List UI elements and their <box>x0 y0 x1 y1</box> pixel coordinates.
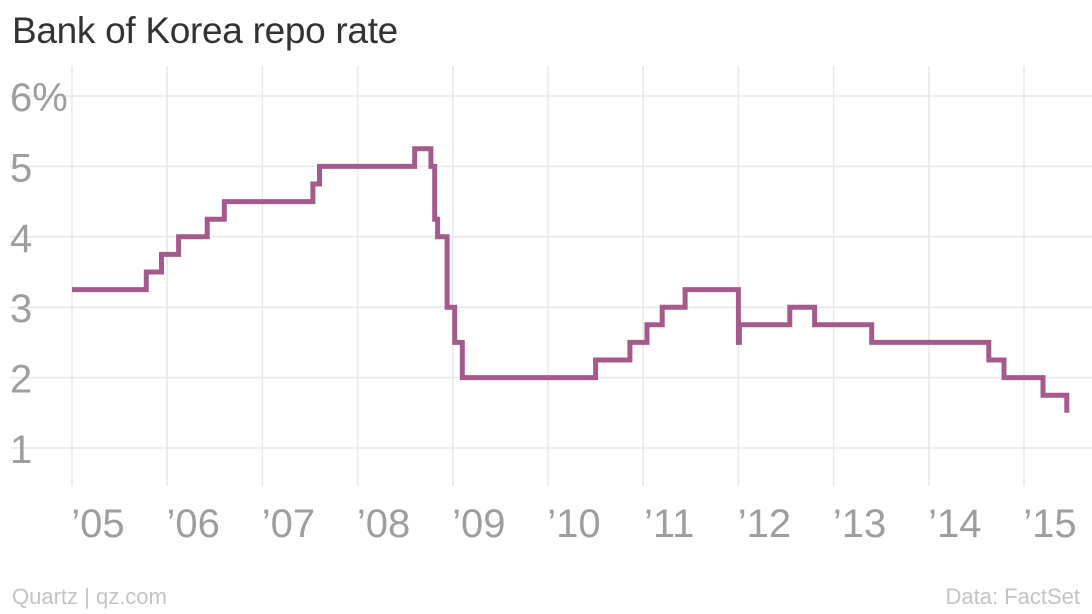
x-tick-label: ’12 <box>738 502 791 546</box>
data-source: Data: FactSet <box>945 584 1080 609</box>
y-tick-label: 4 <box>10 217 32 261</box>
x-tick-label: ’11 <box>644 502 694 546</box>
x-tick-label: ’15 <box>1023 502 1076 546</box>
series-layer <box>72 146 1070 413</box>
x-tick-label: ’10 <box>547 502 600 546</box>
source-credit: Quartz | qz.com <box>12 584 167 609</box>
y-axis-ticks: 6% 5 4 3 2 1 <box>10 76 68 472</box>
x-tick-label: ’09 <box>452 502 505 546</box>
x-tick-label: ’07 <box>262 502 315 546</box>
x-axis-ticks: ’05 ’06 ’07 ’08 ’09 ’10 ’11 ’12 ’13 ’14 ’15 <box>71 502 1076 546</box>
y-tick-label: 2 <box>10 358 32 402</box>
repo-rate-line <box>72 146 1070 413</box>
y-tick-label: 3 <box>10 287 32 331</box>
y-tick-label: 1 <box>10 428 32 472</box>
x-tick-label: ’14 <box>928 502 981 546</box>
grid-lines <box>10 66 1092 486</box>
x-tick-label: ’05 <box>71 502 124 546</box>
y-tick-label: 5 <box>10 146 32 190</box>
x-tick-label: ’06 <box>167 502 220 546</box>
chart-title: Bank of Korea repo rate <box>12 10 398 51</box>
x-tick-label: ’08 <box>357 502 410 546</box>
y-tick-label: 6% <box>10 76 68 120</box>
x-tick-label: ’13 <box>833 502 886 546</box>
